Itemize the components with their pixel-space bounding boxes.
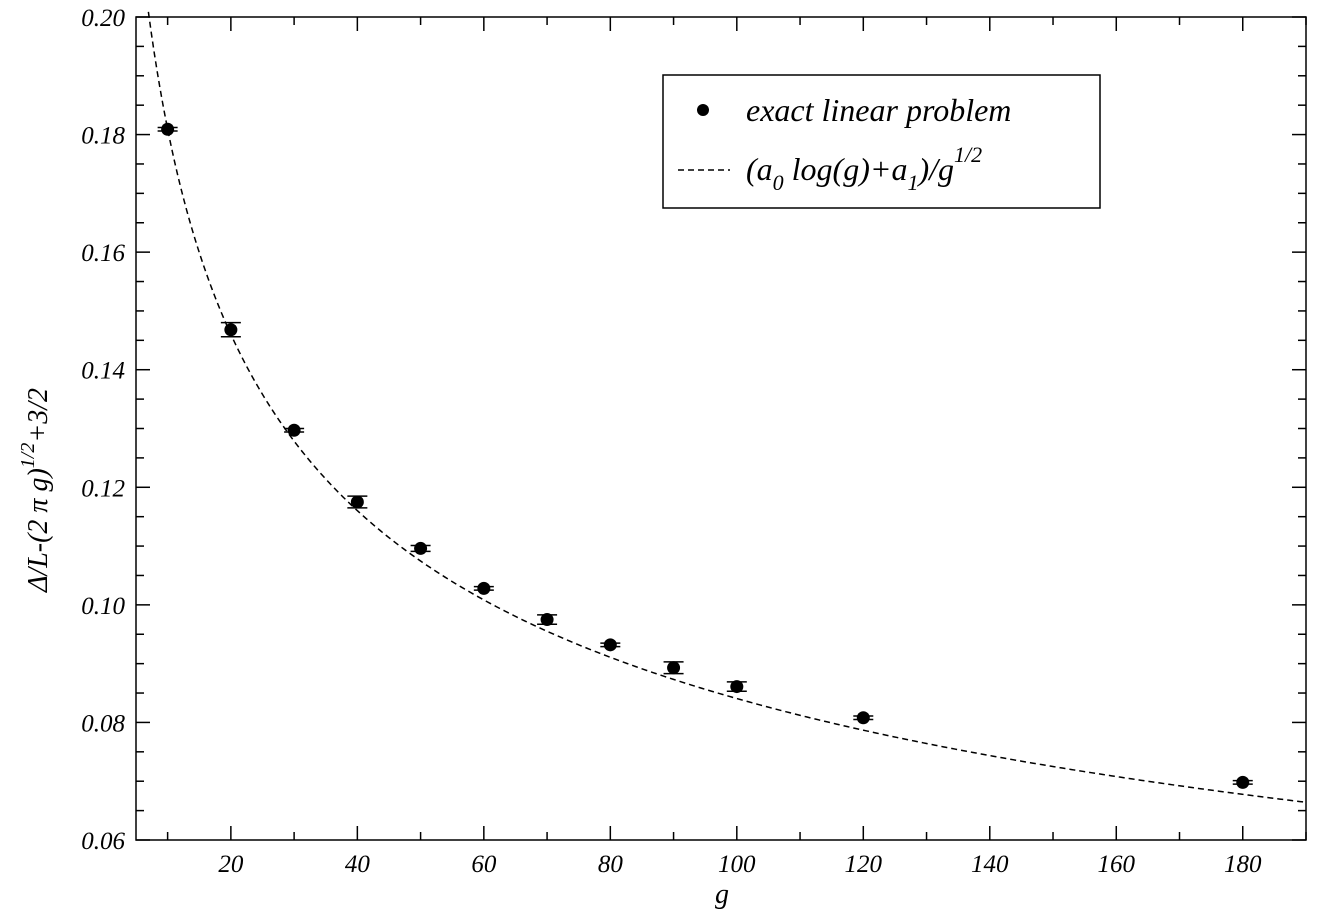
y-tick-label: 0.06: [81, 828, 125, 855]
x-tick-label: 20: [218, 851, 244, 878]
x-tick-label: 40: [345, 851, 371, 878]
point-marker: [414, 542, 427, 555]
x-tick-label: 100: [718, 851, 756, 878]
data-point: [411, 542, 431, 555]
y-tick-label: 0.10: [81, 593, 125, 620]
y-axis-label-suffix: +3/2: [23, 388, 54, 443]
y-tick-label: 0.14: [81, 358, 125, 385]
point-marker: [604, 638, 617, 651]
y-tick-label: 0.18: [81, 123, 125, 150]
data-point: [727, 680, 747, 693]
data-point: [284, 424, 304, 437]
data-point: [347, 495, 367, 508]
data-point: [664, 661, 684, 674]
data-point: [537, 613, 557, 626]
x-axis-label: g: [715, 879, 729, 910]
data-point: [600, 638, 620, 651]
point-marker: [541, 613, 554, 626]
y-tick-label: 0.08: [81, 710, 125, 737]
point-marker: [477, 582, 490, 595]
x-tick-label: 80: [598, 851, 624, 878]
legend-marker-points: [697, 104, 709, 116]
y-axis-label-base: Δ/L-(2 π g): [23, 468, 54, 593]
x-tick-label: 120: [845, 851, 883, 878]
y-axis-label: Δ/L-(2 π g)1/2+3/2: [17, 388, 54, 593]
point-marker: [351, 495, 364, 508]
y-tick-label: 0.20: [81, 5, 125, 32]
y-tick-label: 0.16: [81, 240, 125, 267]
point-marker: [224, 323, 237, 336]
x-tick-label: 60: [471, 851, 497, 878]
x-tick-label: 160: [1098, 851, 1136, 878]
point-marker: [667, 661, 680, 674]
data-point: [853, 711, 873, 724]
data-point: [221, 323, 241, 337]
y-tick-label: 0.12: [81, 475, 125, 502]
y-axis-label-exponent: 1/2: [17, 443, 39, 469]
legend-label-points: exact linear problem: [746, 92, 1011, 128]
legend: exact linear problem (a0 log(g)+a1)/g1/2: [663, 75, 1100, 208]
data-point: [158, 123, 178, 136]
point-marker: [288, 424, 301, 437]
x-tick-label: 140: [971, 851, 1009, 878]
point-marker: [730, 680, 743, 693]
point-marker: [161, 123, 174, 136]
point-marker: [857, 711, 870, 724]
data-point: [474, 582, 494, 595]
data-point: [1233, 776, 1253, 789]
x-tick-label: 180: [1224, 851, 1262, 878]
data-points: [158, 123, 1253, 789]
point-marker: [1236, 776, 1249, 789]
